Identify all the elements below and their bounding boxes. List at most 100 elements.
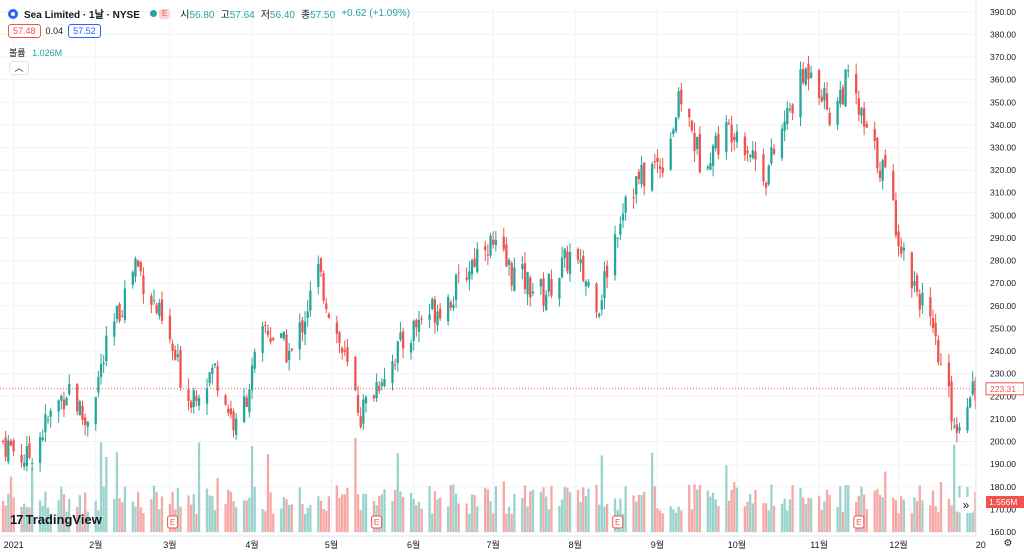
candle-body (735, 131, 739, 143)
volume-bar (359, 510, 362, 532)
volume-bar (152, 485, 156, 532)
volume-bar (791, 485, 794, 532)
volume-bar (743, 506, 747, 532)
candle-body (672, 129, 675, 134)
candle-body (280, 333, 283, 339)
candle-body (955, 424, 959, 433)
candle-body (643, 162, 646, 187)
candle-body (213, 363, 217, 366)
last-price-label: 223.31 (990, 384, 1016, 394)
candlesticks (1, 55, 988, 473)
market-status-toggle[interactable]: E (149, 8, 171, 19)
candle-body (211, 367, 214, 374)
candle-body (229, 408, 233, 415)
candle-body (99, 364, 103, 377)
volume-bar (828, 494, 831, 532)
volume-bar (78, 495, 81, 532)
candle-body (227, 408, 230, 413)
volume-bar (727, 500, 731, 532)
volume-bar (929, 505, 932, 532)
candle-body (529, 277, 532, 298)
candle-body (587, 282, 590, 287)
candle-body (439, 308, 442, 319)
time-tick-label: 10월 (728, 539, 746, 550)
volume-bar (658, 510, 662, 532)
candle-body (327, 313, 331, 318)
candle-body (7, 440, 10, 462)
volume-bar (767, 510, 770, 532)
symbol-logo-icon (8, 8, 18, 19)
candle-body (698, 133, 701, 173)
volume-bar (897, 513, 900, 532)
volume-bar (205, 488, 209, 532)
time-tick-label: 8월 (569, 539, 582, 550)
volume-bar (563, 486, 566, 532)
volume-bar (523, 485, 527, 532)
candle-body (362, 399, 365, 424)
volume-bar (902, 499, 906, 532)
earnings-marker-badge (371, 515, 383, 529)
buy-button[interactable]: 57.52 (68, 24, 101, 38)
candle-body (49, 410, 52, 417)
volume-bar (651, 452, 654, 532)
candle-body (25, 446, 28, 466)
volume-bar (7, 493, 10, 532)
candle-body (669, 138, 672, 170)
volume-bar (802, 497, 805, 532)
volume-bar (582, 487, 585, 532)
volume-bar (931, 490, 935, 532)
candle-body (57, 400, 60, 412)
volume-bar (955, 511, 959, 532)
volume-bar (619, 498, 622, 532)
volume-bar (913, 497, 916, 532)
volume-bar (261, 508, 264, 532)
collapse-legend-button[interactable]: ︿ (9, 61, 29, 75)
volume-bar (579, 501, 582, 532)
candle-body (653, 161, 656, 163)
candle-body (550, 278, 553, 296)
sell-button[interactable]: 57.48 (8, 24, 41, 38)
candle-body (746, 150, 749, 154)
candle-body (545, 294, 548, 311)
volume-bar (121, 502, 124, 532)
candle-body (542, 278, 545, 306)
candle-body (476, 248, 479, 273)
candle-body (725, 122, 728, 153)
volume-bar (576, 490, 580, 532)
candle-body (134, 258, 137, 277)
volume-bar (892, 497, 895, 532)
candle-body (656, 157, 659, 162)
symbol-title[interactable]: Sea Limited · 1날 · NYSE (24, 10, 140, 21)
scroll-to-realtime-button[interactable]: » (958, 497, 974, 513)
candle-body (317, 263, 320, 287)
candle-body (913, 281, 916, 286)
volume-bar (30, 467, 34, 532)
volume-bar (449, 485, 452, 532)
candle-body (598, 313, 601, 317)
candle-body (568, 251, 572, 275)
volume-bar (380, 494, 384, 532)
volume-bar (587, 488, 590, 532)
tradingview-logo[interactable]: 17 TradingView (10, 512, 102, 527)
candle-body (915, 275, 919, 292)
candle-body (346, 347, 349, 362)
volume-bar (786, 510, 789, 532)
candle-body (484, 246, 487, 251)
volume-bar (507, 506, 511, 532)
volume-bar (770, 484, 773, 532)
price-tick-label: 330.00 (990, 142, 1016, 152)
time-tick-label: 2월 (89, 539, 102, 550)
candle-body (415, 320, 418, 328)
volume-bar (136, 491, 140, 532)
candle-body (285, 334, 288, 363)
chart-settings-button[interactable]: ⚙ (1002, 538, 1014, 550)
volume-bar (653, 486, 656, 532)
candle-body (706, 166, 709, 169)
candle-body (873, 129, 876, 141)
candle-body (929, 297, 932, 317)
candle-body (865, 123, 868, 128)
volume-bar (799, 487, 802, 532)
candle-body (409, 343, 413, 353)
